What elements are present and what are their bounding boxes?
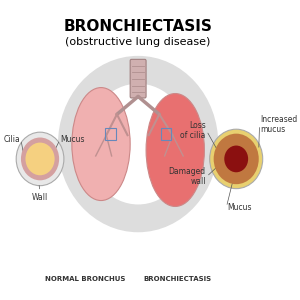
Circle shape: [210, 129, 263, 189]
Ellipse shape: [146, 94, 204, 206]
Text: Airway: Airway: [27, 153, 53, 159]
Text: Loss
of cilia: Loss of cilia: [180, 121, 206, 140]
Text: BRONCHIECTASIS: BRONCHIECTASIS: [64, 19, 213, 34]
Circle shape: [224, 146, 248, 172]
Text: Mucus: Mucus: [61, 135, 85, 144]
Text: BRONCHIECTASIS: BRONCHIECTASIS: [144, 276, 212, 282]
Text: Wall: Wall: [32, 193, 48, 202]
Ellipse shape: [72, 88, 130, 200]
Text: Damaged
wall: Damaged wall: [169, 167, 206, 187]
Text: (obstructive lung disease): (obstructive lung disease): [65, 37, 211, 47]
Circle shape: [214, 134, 259, 184]
Circle shape: [26, 142, 55, 175]
Text: Airway: Airway: [223, 153, 250, 159]
Text: Increased
mucus: Increased mucus: [260, 115, 297, 134]
Circle shape: [21, 137, 59, 180]
Text: Mucus: Mucus: [227, 203, 251, 212]
Text: NORMAL BRONCHUS: NORMAL BRONCHUS: [45, 276, 125, 282]
Text: Cilia: Cilia: [3, 135, 20, 144]
FancyBboxPatch shape: [130, 59, 146, 98]
Circle shape: [16, 132, 64, 186]
